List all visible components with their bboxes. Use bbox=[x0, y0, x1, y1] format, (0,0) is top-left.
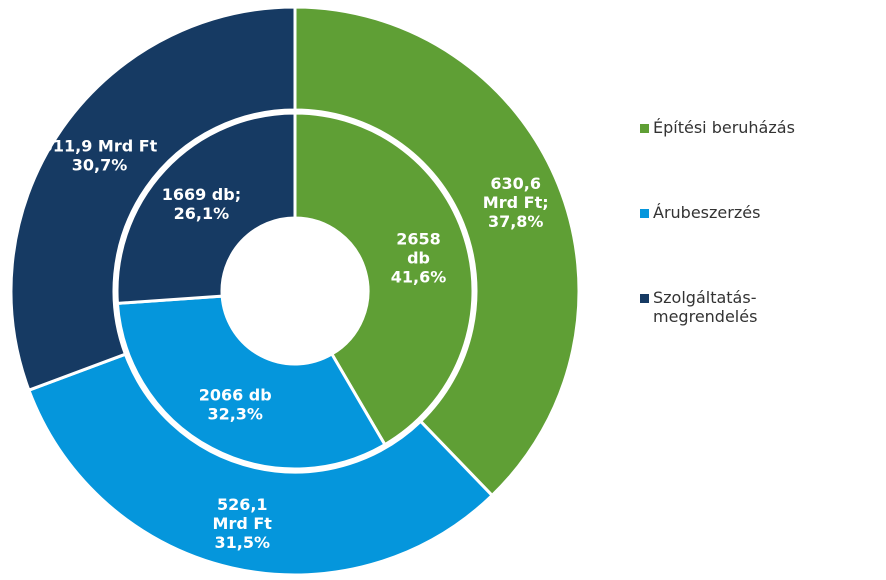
data-label-line: 37,8% bbox=[488, 212, 544, 231]
data-label-line: 526,1 bbox=[217, 495, 268, 514]
donut-slice bbox=[9, 5, 297, 393]
data-label-line: db bbox=[407, 249, 430, 268]
data-label: 2658 db 41,6% bbox=[391, 230, 447, 287]
data-label-line: 26,1% bbox=[174, 204, 230, 223]
legend-item: Szolgáltatás-megrendelés bbox=[640, 288, 880, 326]
data-label-line: 1669 db; bbox=[162, 185, 241, 204]
donut-slice bbox=[115, 294, 387, 471]
legend-label: Építési beruházás bbox=[653, 118, 795, 137]
data-label-line: 32,3% bbox=[207, 405, 263, 424]
data-label-line: 2066 db bbox=[199, 386, 272, 405]
data-label-line: 2658 bbox=[396, 230, 441, 249]
data-label-line: 30,7% bbox=[72, 156, 128, 175]
donut-slice bbox=[293, 111, 475, 447]
data-label-line: 630,6 bbox=[490, 174, 541, 193]
chart: 630,6 Mrd Ft; 37,8% 526,1 Mrd Ft 31,5% 511,9 M… bbox=[9, 5, 581, 577]
legend-swatch bbox=[640, 294, 649, 303]
data-label: 511,9 Mrd Ft 30,7% bbox=[42, 137, 158, 175]
data-label: 630,6 Mrd Ft; 37,8% bbox=[483, 174, 549, 231]
data-label-line: 31,5% bbox=[214, 533, 270, 552]
data-label: 2066 db 32,3% bbox=[199, 386, 272, 424]
data-label-line: Mrd Ft; bbox=[483, 193, 549, 212]
donut-slice bbox=[293, 5, 581, 498]
data-label-line: Mrd Ft bbox=[213, 514, 273, 533]
legend-item: Árubeszerzés bbox=[640, 203, 880, 222]
donut-slice bbox=[26, 352, 495, 577]
legend-label: Szolgáltatás-megrendelés bbox=[653, 288, 758, 326]
data-label-line: 511,9 Mrd Ft bbox=[42, 137, 158, 156]
legend-item: Építési beruházás bbox=[640, 118, 880, 137]
data-label: 526,1 Mrd Ft 31,5% bbox=[213, 495, 273, 552]
legend-swatch bbox=[640, 124, 649, 133]
legend-label: Árubeszerzés bbox=[653, 203, 761, 222]
data-label: 1669 db; 26,1% bbox=[162, 185, 241, 223]
legend-swatch bbox=[640, 209, 649, 218]
data-label-line: 41,6% bbox=[391, 268, 447, 287]
donut-slice bbox=[115, 111, 297, 305]
